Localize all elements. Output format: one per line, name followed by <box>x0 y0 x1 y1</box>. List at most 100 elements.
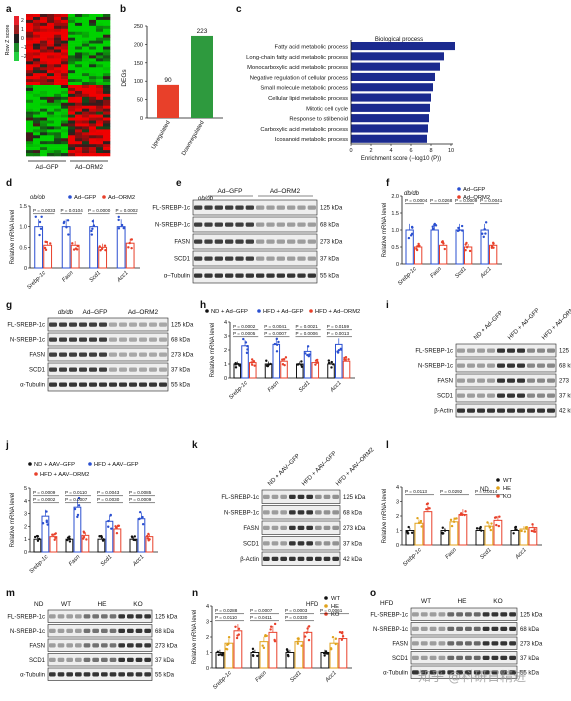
p-value-annotation: P = 0.0411 <box>250 615 272 620</box>
row-label: FL-SREBP-1c <box>221 495 259 501</box>
heatmap-cell <box>103 67 111 71</box>
heatmap-cell <box>47 73 55 77</box>
heatmap-cell <box>103 144 111 148</box>
band <box>59 337 67 342</box>
heatmap-cell <box>103 111 111 115</box>
y-tick-label: 0 <box>396 262 399 268</box>
x-tick-label: Acc1 <box>329 380 343 394</box>
heatmap-cell <box>54 120 62 124</box>
data-point <box>90 233 94 236</box>
heatmap-cell <box>75 96 83 101</box>
row-label: FASN <box>437 379 453 385</box>
heatmap-cell <box>47 79 55 83</box>
heatmap-cell <box>103 40 111 44</box>
band <box>204 239 213 244</box>
heatmap-cell <box>26 147 34 151</box>
heatmap-cell <box>40 40 48 44</box>
size-label: 125 kDa <box>171 323 194 329</box>
heatmap-cell <box>61 111 69 115</box>
heatmap <box>26 14 111 157</box>
band <box>144 672 151 677</box>
band <box>235 273 244 278</box>
band <box>79 367 87 372</box>
band <box>214 205 223 210</box>
heatmap-cell <box>96 102 104 107</box>
data-point <box>269 628 272 631</box>
x-tick-label: 8 <box>429 148 432 154</box>
data-point <box>497 524 501 528</box>
data-point <box>286 650 290 654</box>
heatmap-cell <box>96 85 104 89</box>
heatmap-cell <box>96 120 104 124</box>
legend-marker <box>68 195 72 199</box>
heatmap-cell <box>40 102 48 107</box>
data-point <box>66 538 69 542</box>
data-point <box>475 527 479 530</box>
blot-strip <box>410 651 518 665</box>
y-tick-label: 4 <box>24 499 27 505</box>
size-label: 273 kDa <box>343 526 366 532</box>
heatmap-cell <box>33 90 41 95</box>
heatmap-cell <box>33 58 41 62</box>
data-point <box>296 642 300 645</box>
blot-strip <box>47 667 153 681</box>
band <box>315 494 322 499</box>
y-tick-label: 1.0 <box>19 225 27 231</box>
y-tick-label: 200 <box>134 42 143 48</box>
data-point <box>90 229 93 233</box>
heatmap-cell <box>89 55 97 59</box>
row-label: N-SREBP-1c <box>155 223 190 229</box>
heatmap-cell <box>40 28 48 33</box>
heatmap-cell <box>47 14 55 18</box>
band <box>49 337 57 342</box>
heatmap-cell <box>61 82 69 86</box>
heatmap-cell <box>40 126 48 130</box>
band <box>159 352 167 357</box>
row-label: α-Tubulin <box>383 670 408 676</box>
row-label: N-SREBP-1c <box>418 364 453 370</box>
y-tick-label: 1.0 <box>391 228 399 234</box>
heatmap-cell <box>82 14 90 18</box>
data-point <box>82 535 86 539</box>
x-tick-label: Scd1 <box>100 554 114 568</box>
heatmap-cell <box>40 117 48 121</box>
bar-bp-6 <box>351 103 430 112</box>
data-point <box>72 248 76 251</box>
heatmap-cell <box>68 58 76 62</box>
heatmap-cell <box>96 28 104 33</box>
p-value-annotation: P = 0.0104 <box>61 208 84 213</box>
blot-strip <box>410 607 518 621</box>
data-point <box>76 513 80 517</box>
blot-strip <box>410 636 518 650</box>
band <box>129 322 137 327</box>
heatmap-cell <box>33 111 41 115</box>
data-point <box>468 249 472 253</box>
heatmap-cell <box>96 49 104 53</box>
y-tick-label: 3 <box>224 334 227 340</box>
data-point <box>433 223 436 227</box>
heatmap-cell <box>61 67 69 71</box>
y-tick-label: 2 <box>224 348 227 354</box>
heatmap-cell <box>82 43 90 47</box>
heatmap-cell <box>89 82 97 86</box>
y-tick-label: 0 <box>206 666 209 672</box>
data-point <box>339 347 343 351</box>
heatmap-cell <box>82 16 90 21</box>
heatmap-cell <box>89 90 97 95</box>
row-label: FASN <box>29 643 45 649</box>
heatmap-cell <box>103 99 111 104</box>
heatmap-cell <box>96 135 104 139</box>
band <box>118 672 125 677</box>
data-point <box>523 530 527 533</box>
data-point <box>102 538 105 541</box>
heatmap-cell <box>61 96 69 101</box>
band <box>500 655 508 660</box>
heatmap-cell <box>96 19 104 24</box>
heatmap-cell <box>26 31 34 36</box>
heatmap-cell <box>82 150 90 154</box>
heatmap-cell <box>75 55 83 59</box>
heatmap-cell <box>54 138 62 142</box>
data-point <box>141 515 144 519</box>
group-label: ND + Ad–GFP <box>473 310 504 341</box>
heatmap-cell <box>75 90 83 95</box>
